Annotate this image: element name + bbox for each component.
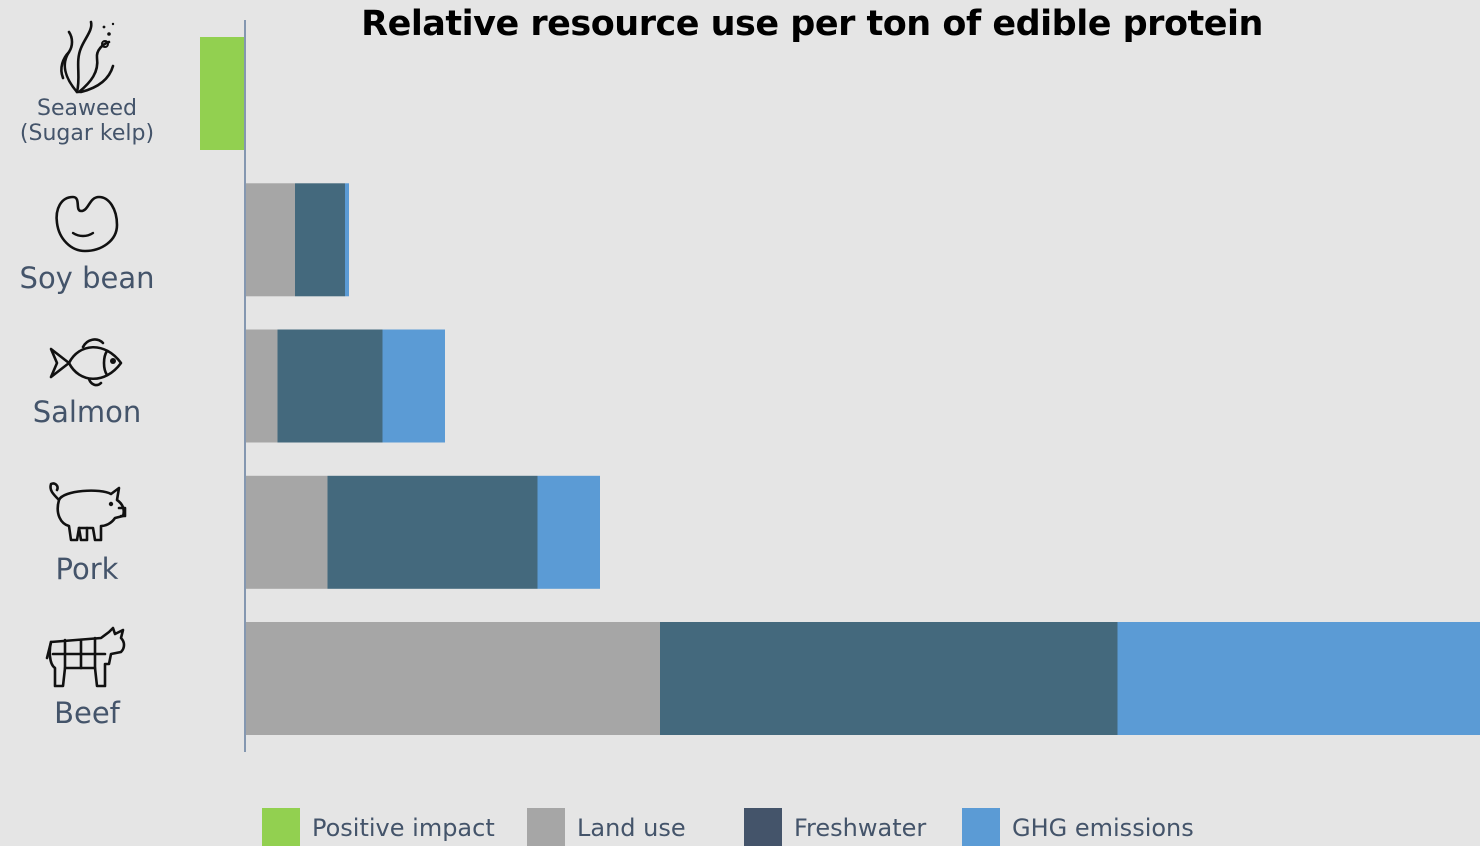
bar-freshwater-beef bbox=[660, 622, 1118, 735]
pig-icon bbox=[49, 482, 127, 542]
legend-swatch bbox=[962, 808, 1000, 846]
cow-icon bbox=[45, 626, 126, 688]
category-label-line1: Seaweed bbox=[36, 96, 137, 121]
bean-icon bbox=[55, 195, 119, 253]
seaweed-icon bbox=[60, 20, 115, 94]
legend-label: GHG emissions bbox=[1012, 814, 1194, 842]
bar-positive-impact-seaweed-sugar-kelp bbox=[200, 37, 245, 150]
bar-land-use-beef bbox=[245, 622, 660, 735]
legend-label: Freshwater bbox=[794, 814, 927, 842]
legend-swatch bbox=[744, 808, 782, 846]
bar-land-use-soy-bean bbox=[245, 183, 295, 297]
chart-title: Relative resource use per ton of edible … bbox=[361, 4, 1263, 44]
category-salmon: Salmon bbox=[0, 333, 174, 429]
bar-ghg-emissions-pork bbox=[537, 475, 600, 589]
bar-land-use-pork bbox=[245, 475, 328, 589]
bar-freshwater-salmon bbox=[277, 329, 383, 443]
legend-swatch bbox=[262, 808, 300, 846]
bar-freshwater-pork bbox=[327, 475, 538, 589]
category-label-line2: (Sugar kelp) bbox=[19, 121, 155, 146]
bar-freshwater-soy-bean bbox=[295, 183, 345, 297]
fish-icon bbox=[49, 338, 123, 387]
bar-ghg-emissions-beef bbox=[1117, 622, 1480, 735]
legend-label: Land use bbox=[577, 814, 686, 842]
legend-swatch bbox=[527, 808, 565, 846]
bar-ghg-emissions-soy-bean bbox=[345, 183, 349, 297]
category-pork: Pork bbox=[0, 480, 174, 586]
category-soy-bean: Soy bean bbox=[0, 191, 174, 295]
bar-land-use-salmon bbox=[245, 329, 278, 443]
bar-ghg-emissions-salmon bbox=[382, 329, 445, 443]
legend-label: Positive impact bbox=[312, 814, 495, 842]
category-label: Salmon bbox=[32, 395, 142, 429]
category-seaweed: Seaweed (Sugar kelp) bbox=[0, 18, 174, 146]
category-label: Beef bbox=[54, 696, 120, 730]
category-label: Soy bean bbox=[19, 261, 155, 295]
category-label: Pork bbox=[55, 552, 119, 586]
category-beef: Beef bbox=[0, 624, 174, 730]
